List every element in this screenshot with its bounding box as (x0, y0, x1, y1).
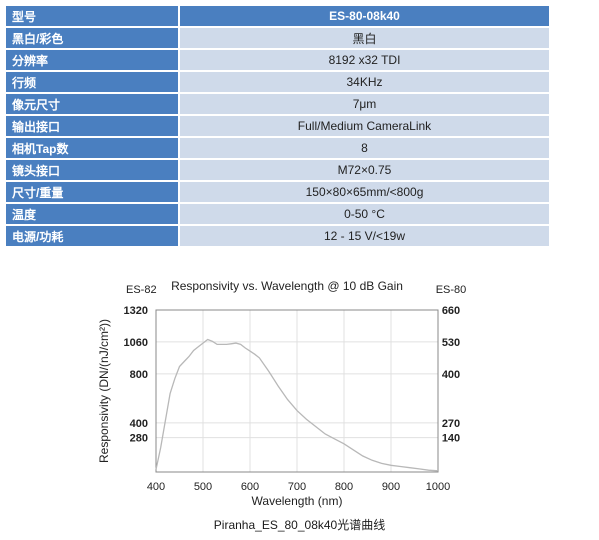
spec-row: 输出接口 Full/Medium CameraLink (6, 116, 549, 136)
x-axis-label: Wavelength (nm) (252, 494, 343, 508)
chart-grid (156, 310, 438, 472)
spec-value: 8 (178, 138, 549, 158)
spec-label: 尺寸/重量 (6, 182, 178, 202)
spec-row: 分辨率 8192 x32 TDI (6, 50, 549, 70)
y-right-tick-label: 400 (442, 369, 460, 381)
left-axis-title: ES-82 (126, 284, 157, 296)
spec-label: 镜头接口 (6, 160, 178, 180)
x-tick-label: 600 (241, 481, 259, 493)
responsivity-chart: Responsivity vs. Wavelength @ 10 dB Gain… (97, 279, 467, 508)
spec-header-value: ES-80-08k40 (178, 6, 549, 26)
x-tick-label: 400 (147, 481, 165, 493)
y-right-tick-label: 660 (442, 305, 460, 317)
x-tick-label: 700 (288, 481, 306, 493)
spec-row: 黑白/彩色 黑白 (6, 28, 549, 48)
y-right-tick-label: 140 (442, 433, 460, 445)
spec-value: 12 - 15 V/<19w (178, 226, 549, 246)
spec-header-row: 型号 ES-80-08k40 (6, 6, 549, 26)
spec-row: 电源/功耗 12 - 15 V/<19w (6, 226, 549, 246)
spec-label: 分辨率 (6, 50, 178, 70)
spec-label: 行频 (6, 72, 178, 92)
spec-row: 行频 34KHz (6, 72, 549, 92)
spec-row: 像元尺寸 7μm (6, 94, 549, 114)
right-axis-title: ES-80 (436, 284, 467, 296)
spec-header-label: 型号 (6, 6, 178, 26)
spec-row: 尺寸/重量 150×80×65mm/<800g (6, 182, 549, 202)
x-tick-label: 900 (382, 481, 400, 493)
spec-label: 相机Tap数 (6, 138, 178, 158)
y-axis-label: Responsivity (DN/(nJ/cm²)) (97, 319, 111, 463)
y-right-tick-label: 270 (442, 418, 460, 430)
spec-table: 型号 ES-80-08k40 黑白/彩色 黑白 分辨率 8192 x32 TDI 行… (6, 4, 549, 248)
spec-row: 相机Tap数 8 (6, 138, 549, 158)
spec-value: 150×80×65mm/<800g (178, 182, 549, 202)
spec-value: 7μm (178, 94, 549, 114)
spec-label: 像元尺寸 (6, 94, 178, 114)
spec-value: Full/Medium CameraLink (178, 116, 549, 136)
spec-value: 8192 x32 TDI (178, 50, 549, 70)
spec-value: 34KHz (178, 72, 549, 92)
spec-label: 输出接口 (6, 116, 178, 136)
spec-label: 温度 (6, 204, 178, 224)
spec-value: 0-50 °C (178, 204, 549, 224)
y-right-tick-label: 530 (442, 337, 460, 349)
y-left-tick-label: 400 (130, 418, 148, 430)
y-left-tick-label: 1060 (124, 337, 148, 349)
series-line (155, 338, 439, 472)
x-tick-label: 1000 (426, 481, 450, 493)
x-tick-label: 800 (335, 481, 353, 493)
spec-row: 温度 0-50 °C (6, 204, 549, 224)
y-left-tick-label: 280 (130, 433, 148, 445)
plot-frame (155, 309, 439, 473)
spec-value: 黑白 (178, 28, 549, 48)
spec-label: 黑白/彩色 (6, 28, 178, 48)
x-tick-labels: 400 500 600 700 800 900 1000 (147, 481, 450, 493)
y-left-tick-label: 800 (130, 369, 148, 381)
y-right-tick-labels: 140 270 400 530 660 (442, 305, 460, 445)
chart-title: Responsivity vs. Wavelength @ 10 dB Gain (171, 279, 403, 293)
spec-label: 电源/功耗 (6, 226, 178, 246)
chart-caption: Piranha_ES_80_08k40光谱曲线 (213, 518, 386, 532)
spec-row: 镜头接口 M72×0.75 (6, 160, 549, 180)
y-left-tick-labels: 280 400 800 1060 1320 (124, 305, 148, 445)
y-left-tick-label: 1320 (124, 305, 148, 317)
spec-value: M72×0.75 (178, 160, 549, 180)
x-tick-label: 500 (194, 481, 212, 493)
